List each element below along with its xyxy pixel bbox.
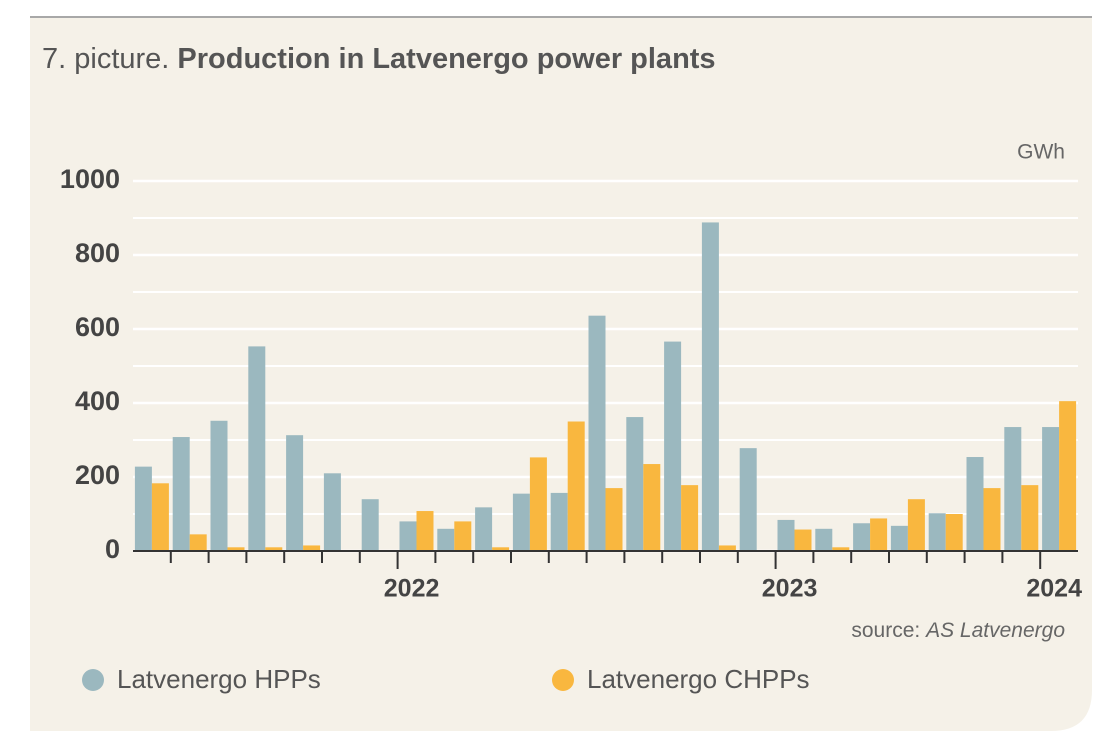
bar [454,521,472,551]
bar [928,513,946,551]
bar [643,464,661,551]
bar [416,511,434,551]
source: source: AS Latvenergo [851,619,1065,642]
legend-swatch [82,669,104,691]
bar [588,315,606,551]
bar [681,485,699,551]
x-tick-label: 2022 [384,575,440,603]
bar [512,493,530,551]
figure-label: 7. picture. [42,43,169,75]
bar [664,341,682,551]
bar [550,492,568,551]
x-tick-label: 2024 [1026,575,1082,603]
bar [605,488,623,551]
bar [701,222,719,551]
bar [323,473,341,551]
unit-label: GWh [1017,141,1065,164]
legend-swatch [552,669,574,691]
bar [983,488,1001,551]
bar [303,545,321,551]
bar [815,528,833,551]
y-tick-label: 600 [75,312,120,342]
bar [286,435,304,551]
bar [966,457,984,551]
bar [718,545,736,551]
bar [172,437,190,551]
legend-label: Latvenergo CHPPs [587,664,810,694]
legend-label: Latvenergo HPPs [117,664,321,694]
bar [1021,485,1039,551]
bar [567,421,585,551]
bar [151,483,169,551]
bar [907,499,925,551]
bar [399,521,417,551]
bar [361,499,379,551]
bar [870,518,888,551]
bar [832,547,850,551]
bar [437,528,455,551]
bar [1004,427,1022,551]
bar [794,529,812,551]
bar [492,547,510,551]
title: 7. picture. Production in Latvenergo pow… [42,43,716,75]
bar [739,448,757,551]
bar [777,519,795,551]
bar [626,417,644,551]
source-name: AS Latvenergo [924,619,1065,642]
bar [189,534,207,551]
y-tick-label: 0 [105,534,120,564]
bar [227,547,245,551]
bar [1042,427,1060,551]
y-tick-label: 400 [75,386,120,416]
background [30,17,1092,731]
x-tick-label: 2023 [762,575,818,603]
bar [853,523,871,551]
bar [210,420,228,551]
chart-title: Production in Latvenergo power plants [177,43,715,75]
bar [529,457,547,551]
bar [134,466,152,551]
bar [1059,401,1077,551]
bar [265,547,283,551]
y-tick-label: 800 [75,238,120,268]
y-tick-label: 200 [75,460,120,490]
bar [945,514,963,551]
y-tick-label: 1000 [60,164,120,194]
bar [475,507,493,551]
bar [890,525,908,551]
source-label: source: [851,619,920,642]
bar [248,346,266,551]
